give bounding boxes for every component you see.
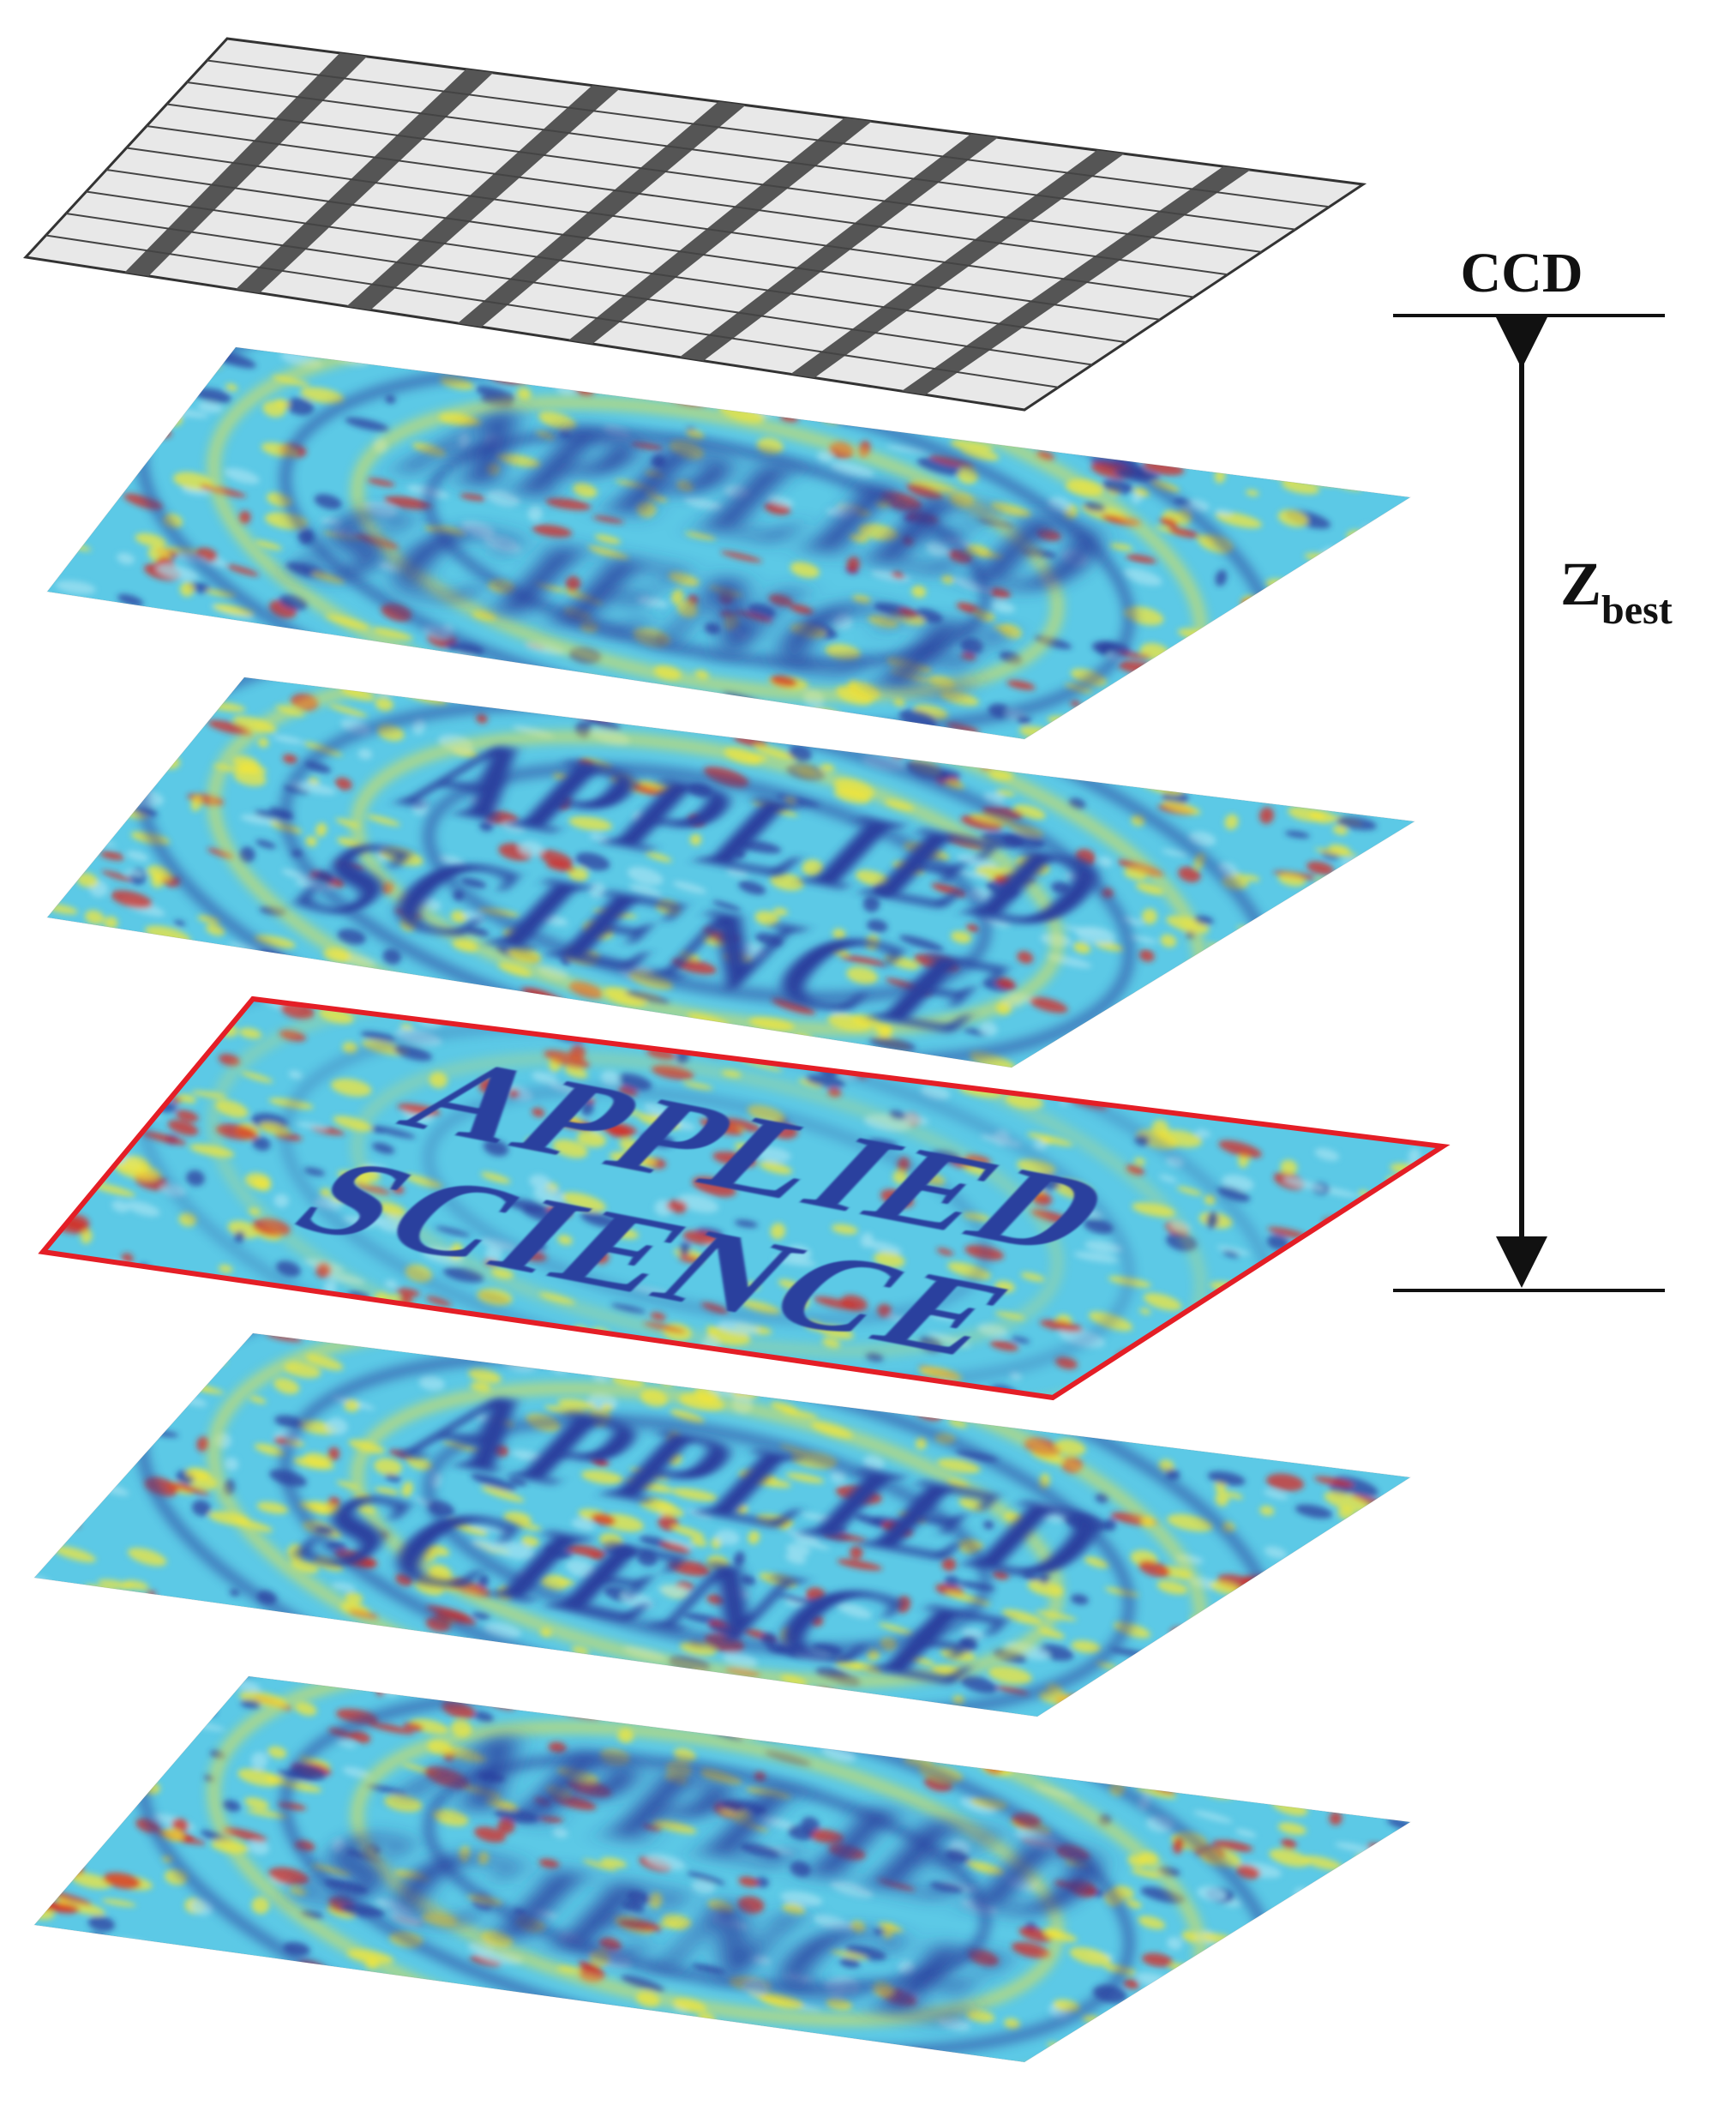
ccd-row-line [126, 147, 1194, 298]
zbest-main-text: Z [1560, 550, 1601, 618]
ccd-row-line [86, 190, 1126, 344]
ccd-row-line [146, 125, 1228, 276]
plane-edge [46, 346, 1412, 740]
ccd-row-line [207, 59, 1330, 208]
plane-edge [33, 1332, 1412, 1717]
zbest-label: Zbest [1560, 550, 1673, 633]
ccd-row-line [186, 81, 1296, 231]
ccd-label: CCD [1461, 242, 1583, 304]
distance-annotation: CCD Zbest [1393, 242, 1673, 1292]
plane-edge [46, 677, 1416, 1068]
ccd-row-line [105, 169, 1161, 321]
ccd-row-line [65, 213, 1093, 366]
focus-plane-highlight-border [38, 995, 1451, 1401]
ccd-row-line [166, 103, 1262, 253]
reconstruction-plane-stack: APPLIEDSCIENCEAPPLIEDSCIENCEAPPLIEDSCIEN… [33, 346, 1451, 2063]
zbest-subscript: best [1601, 587, 1673, 633]
ccd-row-line [45, 234, 1059, 388]
ccd-sensor-plane [22, 37, 1367, 412]
plane-edge [33, 1675, 1412, 2063]
